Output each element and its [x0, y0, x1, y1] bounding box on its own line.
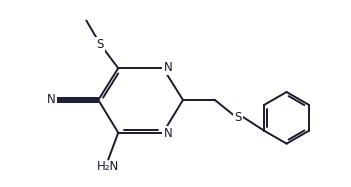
Text: N: N [47, 94, 56, 106]
Text: S: S [234, 111, 241, 124]
Text: N: N [164, 61, 172, 74]
Text: H₂N: H₂N [97, 160, 119, 173]
Text: N: N [164, 127, 172, 140]
Text: S: S [97, 38, 104, 51]
